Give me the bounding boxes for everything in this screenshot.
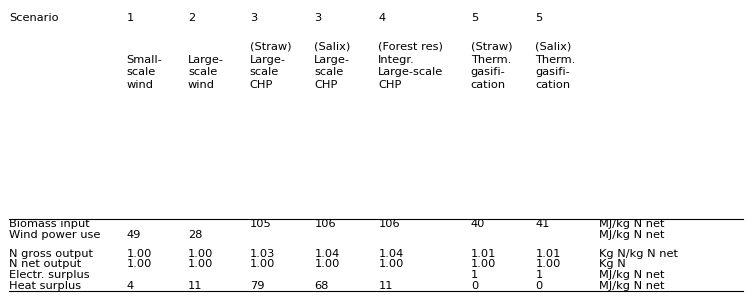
Text: 1: 1 bbox=[471, 270, 478, 280]
Text: 1.03: 1.03 bbox=[250, 249, 275, 259]
Text: 2: 2 bbox=[188, 13, 195, 24]
Text: 1.00: 1.00 bbox=[471, 260, 496, 269]
Text: Kg N/kg N net: Kg N/kg N net bbox=[599, 249, 678, 259]
Text: 1.00: 1.00 bbox=[188, 249, 214, 259]
Text: 5: 5 bbox=[471, 13, 478, 24]
Text: 41: 41 bbox=[535, 219, 550, 229]
Text: 0: 0 bbox=[535, 281, 543, 291]
Text: 106: 106 bbox=[378, 219, 400, 229]
Text: 49: 49 bbox=[126, 230, 141, 240]
Text: 1.00: 1.00 bbox=[314, 260, 340, 269]
Text: N gross output: N gross output bbox=[9, 249, 93, 259]
Text: (Straw)
Therm.
gasifi-
cation: (Straw) Therm. gasifi- cation bbox=[471, 42, 512, 90]
Text: 1: 1 bbox=[535, 270, 543, 280]
Text: Biomass input: Biomass input bbox=[9, 219, 89, 229]
Text: (Salix)
Large-
scale
CHP: (Salix) Large- scale CHP bbox=[314, 42, 350, 90]
Text: Wind power use: Wind power use bbox=[9, 230, 101, 240]
Text: 79: 79 bbox=[250, 281, 264, 291]
Text: N net output: N net output bbox=[9, 260, 81, 269]
Text: (Forest res)
Integr.
Large-scale
CHP: (Forest res) Integr. Large-scale CHP bbox=[378, 42, 444, 90]
Text: MJ/kg N net: MJ/kg N net bbox=[599, 230, 664, 240]
Text: 1.00: 1.00 bbox=[535, 260, 561, 269]
Text: 1.00: 1.00 bbox=[188, 260, 214, 269]
Text: 1.04: 1.04 bbox=[378, 249, 404, 259]
Text: 4: 4 bbox=[378, 13, 385, 24]
Text: MJ/kg N net: MJ/kg N net bbox=[599, 281, 664, 291]
Text: 3: 3 bbox=[250, 13, 257, 24]
Text: (Salix)
Therm.
gasifi-
cation: (Salix) Therm. gasifi- cation bbox=[535, 42, 576, 90]
Text: Scenario: Scenario bbox=[9, 13, 59, 24]
Text: (Straw)
Large-
scale
CHP: (Straw) Large- scale CHP bbox=[250, 42, 291, 90]
Text: 106: 106 bbox=[314, 219, 336, 229]
Text: 68: 68 bbox=[314, 281, 329, 291]
Text: 1.00: 1.00 bbox=[126, 249, 152, 259]
Text: 1.01: 1.01 bbox=[535, 249, 561, 259]
Text: 1.00: 1.00 bbox=[378, 260, 404, 269]
Text: 1: 1 bbox=[126, 13, 134, 24]
Text: 11: 11 bbox=[188, 281, 202, 291]
Text: 1.00: 1.00 bbox=[126, 260, 152, 269]
Text: 4: 4 bbox=[126, 281, 133, 291]
Text: 5: 5 bbox=[535, 13, 543, 24]
Text: 28: 28 bbox=[188, 230, 202, 240]
Text: Electr. surplus: Electr. surplus bbox=[9, 270, 89, 280]
Text: 1.01: 1.01 bbox=[471, 249, 496, 259]
Text: 1.04: 1.04 bbox=[314, 249, 340, 259]
Text: MJ/kg N net: MJ/kg N net bbox=[599, 219, 664, 229]
Text: Small-
scale
wind: Small- scale wind bbox=[126, 42, 162, 90]
Text: 3: 3 bbox=[314, 13, 322, 24]
Text: Kg N: Kg N bbox=[599, 260, 626, 269]
Text: 40: 40 bbox=[471, 219, 485, 229]
Text: Large-
scale
wind: Large- scale wind bbox=[188, 42, 224, 90]
Text: 11: 11 bbox=[378, 281, 393, 291]
Text: 1.00: 1.00 bbox=[250, 260, 275, 269]
Text: 0: 0 bbox=[471, 281, 478, 291]
Text: 105: 105 bbox=[250, 219, 271, 229]
Text: MJ/kg N net: MJ/kg N net bbox=[599, 270, 664, 280]
Text: Heat surplus: Heat surplus bbox=[9, 281, 81, 291]
